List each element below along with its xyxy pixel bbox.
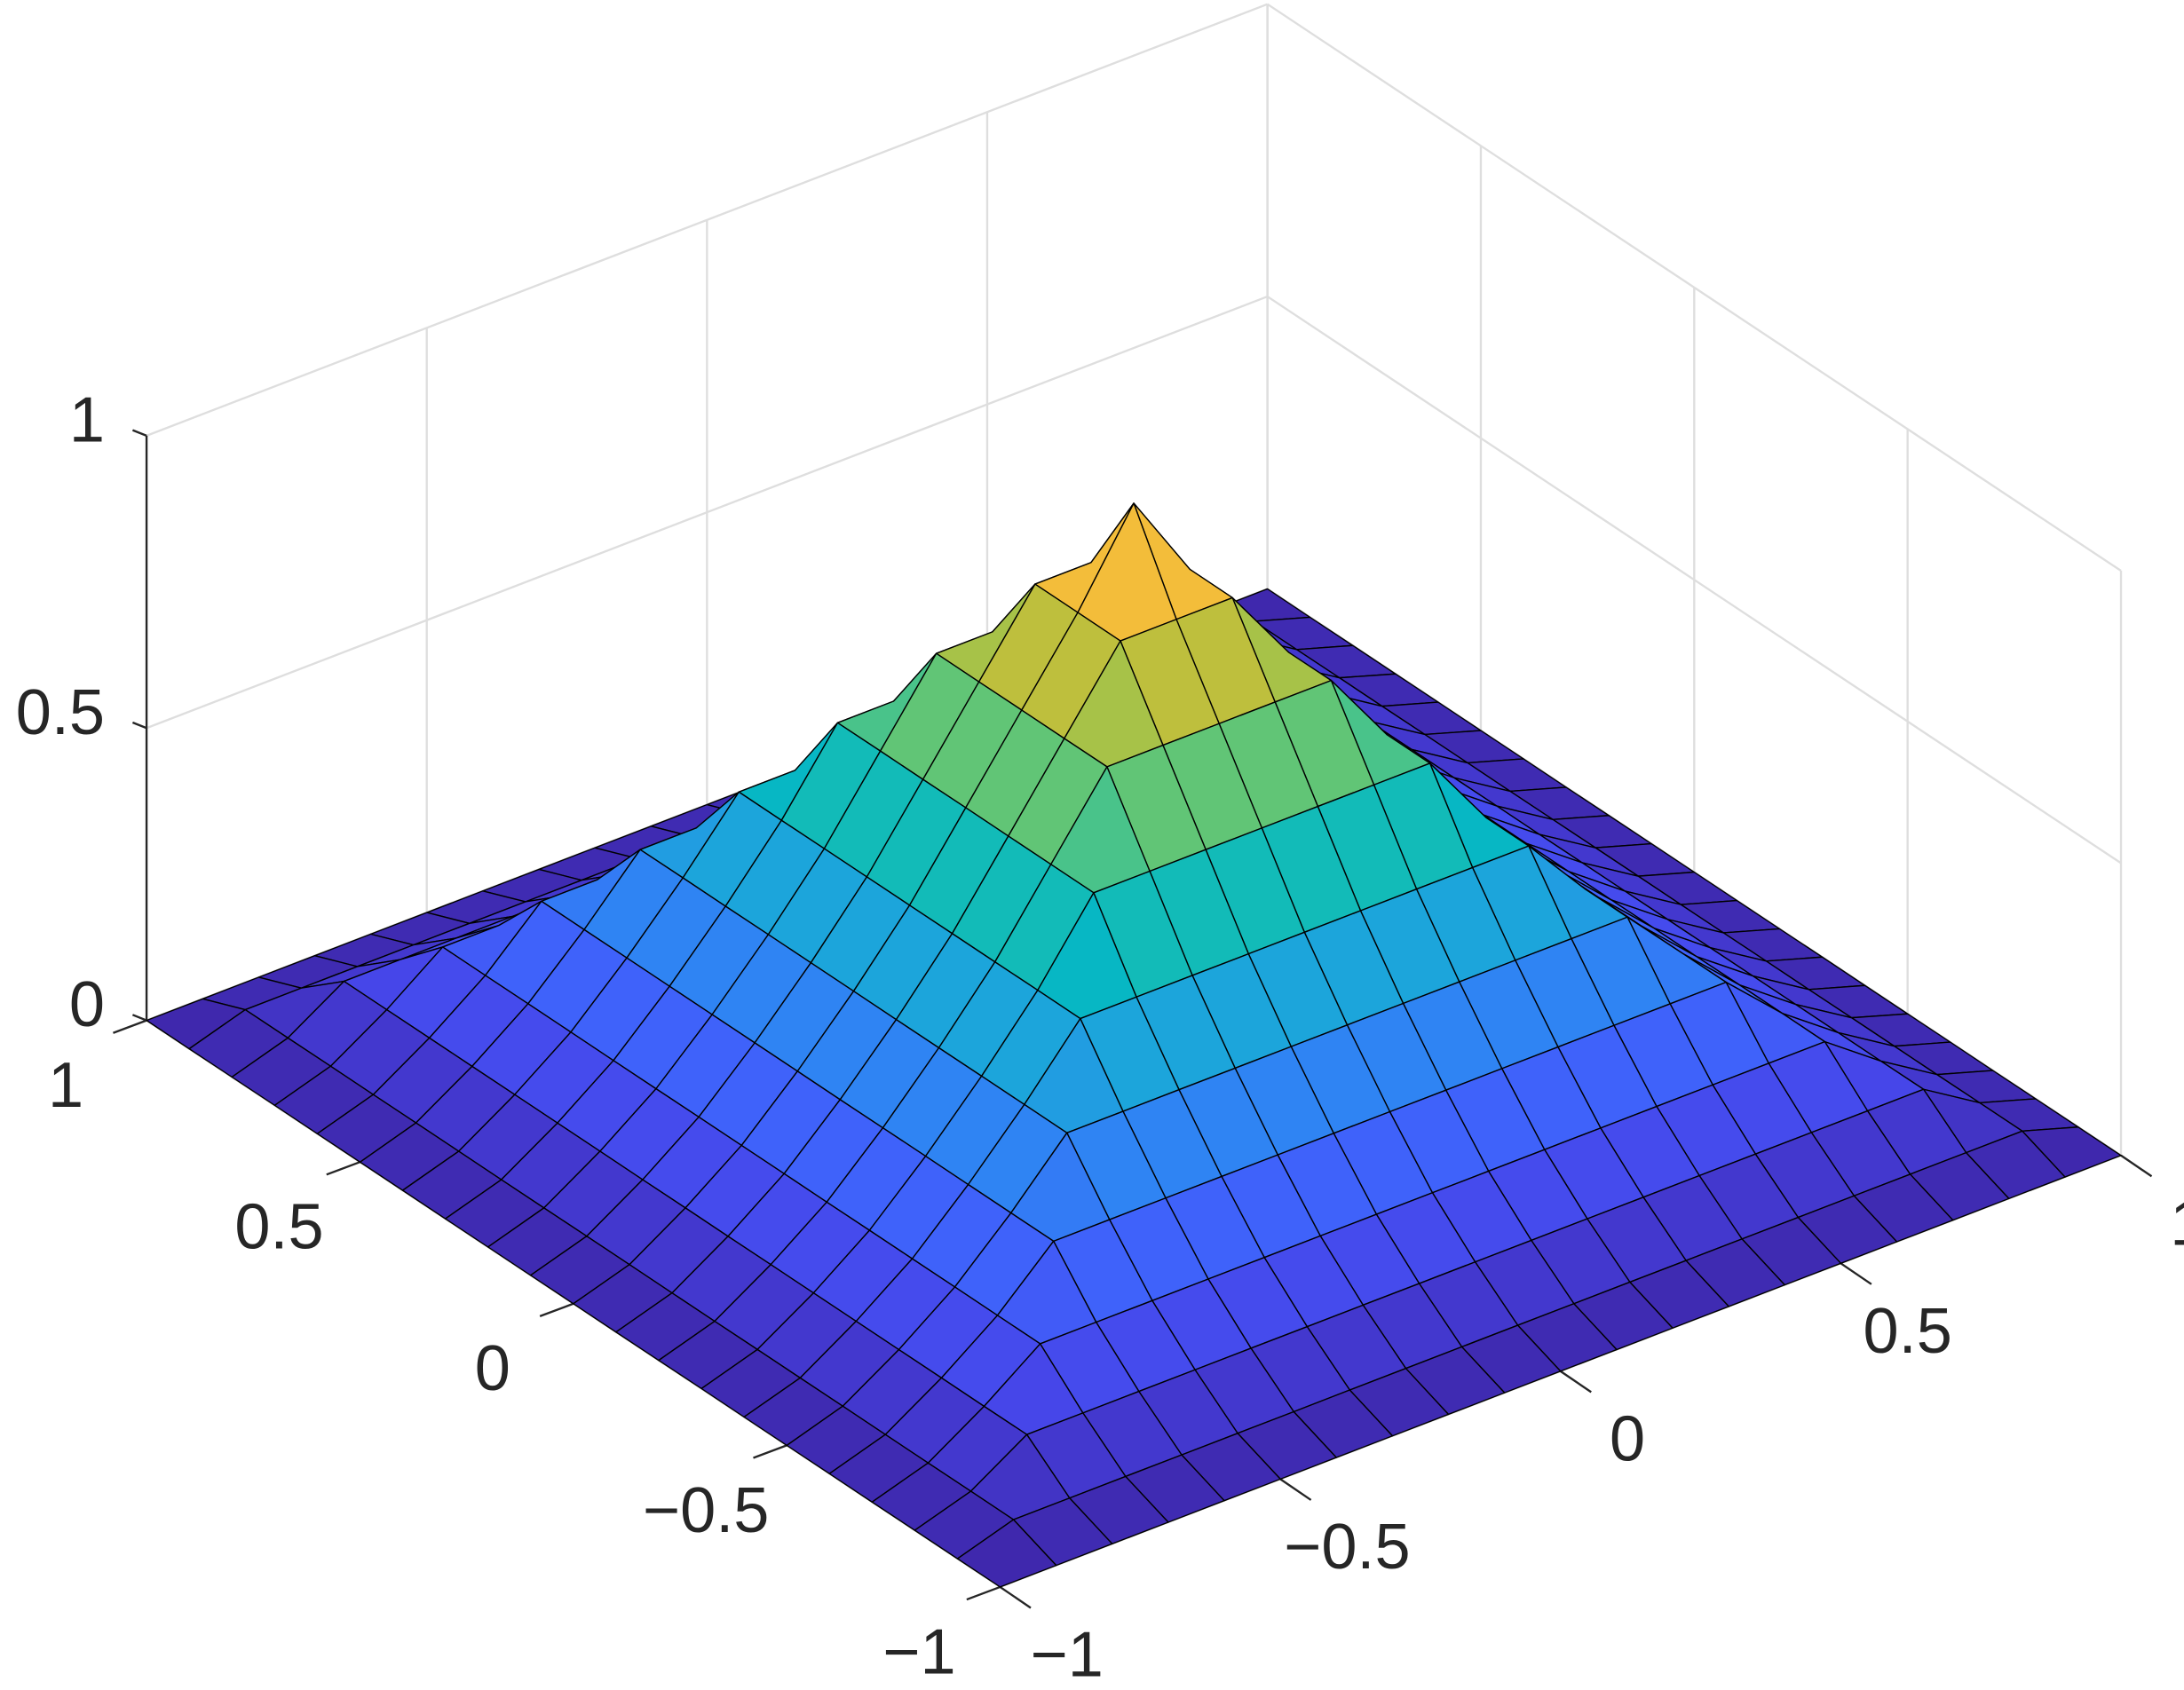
x-tick bbox=[2120, 1154, 2153, 1178]
y-tick-label: −1 bbox=[882, 1616, 955, 1687]
x-tick-label: −0.5 bbox=[1284, 1512, 1410, 1583]
y-tick-label: 0.5 bbox=[234, 1192, 323, 1263]
grid-line bbox=[1266, 296, 2122, 865]
z-tick bbox=[131, 721, 147, 730]
x-tick bbox=[999, 1585, 1032, 1609]
x-tick bbox=[1840, 1262, 1872, 1285]
grid-line bbox=[1266, 3, 2122, 573]
z-tick-label: 1 bbox=[69, 384, 105, 455]
y-tick-label: 1 bbox=[48, 1050, 83, 1121]
x-tick-label: 0 bbox=[1610, 1403, 1645, 1474]
y-tick bbox=[326, 1161, 360, 1176]
y-tick bbox=[539, 1302, 574, 1317]
y-tick bbox=[753, 1444, 787, 1459]
y-tick bbox=[966, 1585, 1001, 1601]
x-tick-label: 1 bbox=[2170, 1188, 2184, 1259]
z-tick-label: 0 bbox=[69, 969, 105, 1040]
z-tick bbox=[131, 429, 147, 437]
grid-line bbox=[146, 3, 1269, 437]
grid-line bbox=[146, 295, 1269, 730]
x-tick-label: −1 bbox=[1031, 1620, 1104, 1690]
x-tick-label: 0.5 bbox=[1864, 1296, 1952, 1367]
surface-face bbox=[956, 1519, 1057, 1588]
x-tick bbox=[1279, 1478, 1312, 1501]
y-tick bbox=[113, 1019, 147, 1034]
z-tick-label: 0.5 bbox=[16, 677, 105, 748]
x-tick bbox=[1560, 1370, 1592, 1394]
y-tick-label: 0 bbox=[475, 1333, 510, 1404]
z-tick bbox=[131, 1014, 147, 1022]
y-tick-label: −0.5 bbox=[643, 1475, 769, 1546]
